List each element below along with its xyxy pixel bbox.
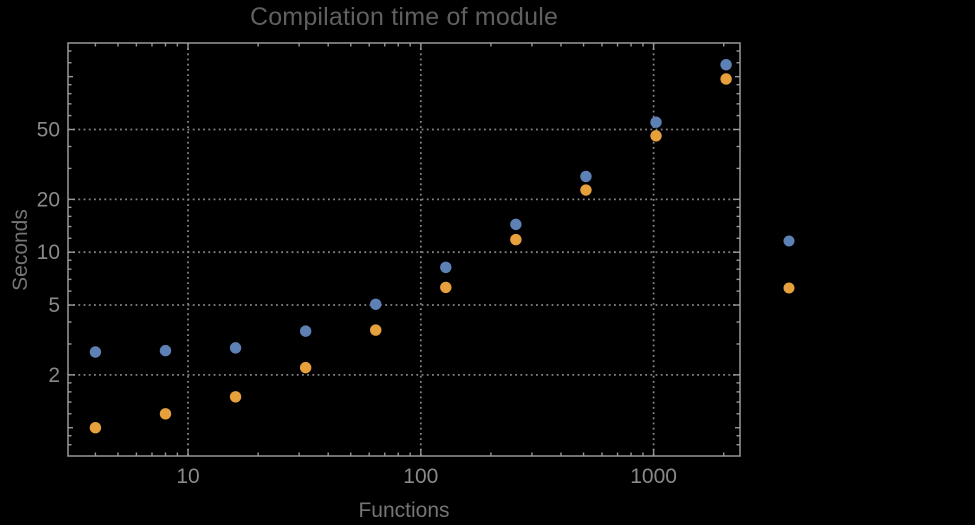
y-tick-label: 2: [48, 364, 60, 387]
data-point: [89, 422, 102, 434]
data-point: [89, 346, 102, 358]
x-tick-label: 10: [176, 465, 199, 488]
data-point: [720, 58, 732, 71]
y-tick-label: 50: [37, 118, 60, 141]
plot-frame: [67, 42, 741, 457]
x-axis-label: Functions: [358, 499, 450, 522]
x-tick-label: 1000: [630, 465, 677, 488]
y-tick-label: 20: [37, 188, 60, 211]
data-point: [370, 324, 382, 336]
chart-title: Compilation time of module: [249, 3, 559, 31]
series-2-points: [89, 73, 732, 434]
data-point: [650, 116, 662, 128]
data-point: [720, 73, 732, 85]
data-point: [580, 184, 592, 196]
data-point: [159, 408, 172, 420]
y-tick-label: 10: [37, 241, 60, 264]
data-point: [510, 233, 522, 246]
data-point: [229, 391, 242, 403]
data-point: [299, 361, 312, 374]
data-point: [229, 342, 242, 354]
legend-marker-series-2: [783, 282, 795, 294]
tick-labels: 10 100 1000 2 5 10 20 50: [37, 118, 677, 488]
data-point: [580, 170, 592, 183]
y-tick-label: 5: [48, 294, 60, 317]
data-point: [299, 325, 312, 337]
data-point: [159, 344, 172, 357]
data-point: [650, 130, 662, 142]
data-point: [510, 218, 522, 231]
gridlines: [68, 43, 740, 456]
legend-marker-series-1: [783, 235, 795, 247]
frame-ticks: [68, 43, 740, 456]
data-point: [440, 281, 452, 294]
data-point: [440, 261, 452, 274]
x-tick-label: 100: [403, 465, 438, 488]
series-1-points: [89, 58, 732, 358]
data-point: [370, 298, 382, 310]
